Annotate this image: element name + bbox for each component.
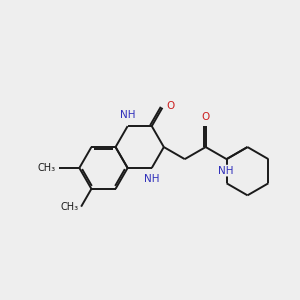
Text: NH: NH [144,174,160,184]
Text: O: O [201,112,209,122]
Text: NH: NH [120,110,135,120]
Text: O: O [166,101,175,111]
Text: CH₃: CH₃ [60,202,78,212]
Text: CH₃: CH₃ [38,163,56,173]
Text: NH: NH [218,166,234,176]
